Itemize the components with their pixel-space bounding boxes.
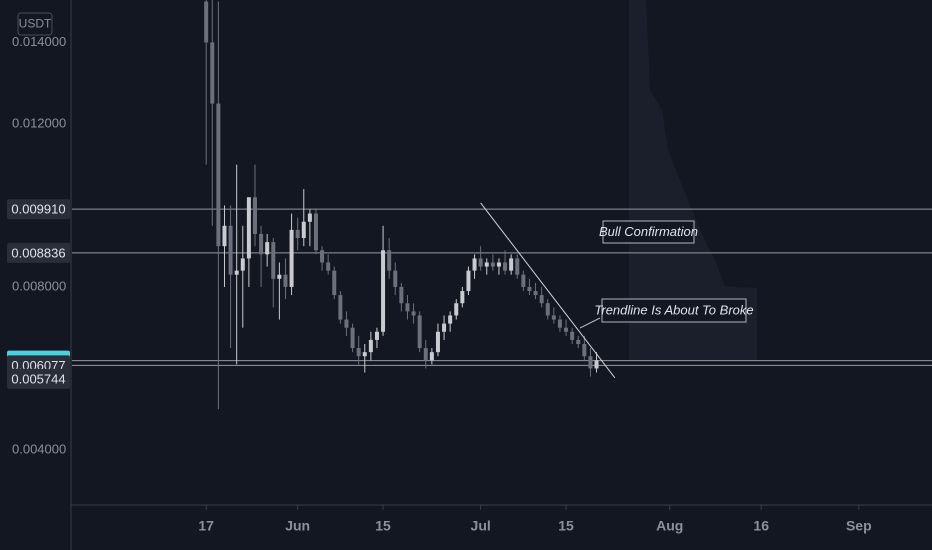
x-tick-label: Jul — [471, 518, 491, 534]
candle-body — [521, 274, 526, 287]
annotation-pointer — [579, 317, 601, 329]
candle-body — [350, 327, 355, 349]
candle-body — [289, 229, 294, 287]
candle-body — [210, 42, 215, 104]
candle-body — [344, 319, 349, 328]
candle-body — [478, 258, 483, 267]
plot-area — [204, 0, 616, 410]
candle-body — [338, 295, 343, 320]
y-tick-label: 0.004000 — [12, 441, 66, 456]
candle-body — [387, 250, 392, 271]
candle-body — [515, 258, 520, 275]
candle-body — [283, 274, 288, 287]
candle-body — [259, 233, 264, 255]
candle-body — [362, 352, 367, 357]
candle-body — [240, 258, 245, 271]
candle-body — [533, 291, 538, 296]
annotation-box — [601, 298, 747, 323]
candle-body — [570, 331, 575, 340]
candle-body — [411, 311, 416, 316]
candle-body — [545, 303, 550, 316]
currency-label: USDT — [19, 17, 52, 31]
x-tick-label: Aug — [656, 518, 683, 534]
candle-body — [539, 295, 544, 304]
candle-body — [393, 270, 398, 287]
trendline — [480, 202, 616, 379]
candle-body — [496, 262, 501, 267]
candle-body — [594, 360, 599, 369]
candle-body — [252, 197, 257, 234]
candle-body — [277, 274, 282, 279]
candle-body — [429, 352, 434, 361]
candle-body — [320, 250, 325, 263]
candle-body — [405, 303, 410, 312]
candle-body — [307, 213, 312, 222]
y-tick-label: 0.012000 — [12, 115, 66, 130]
candle-body — [228, 225, 233, 275]
label-layer: 0.014000 0.012000 0.008000 0.004000 17 Jun 15 J… — [7, 34, 872, 534]
candle-body — [484, 262, 489, 267]
candle-body — [326, 262, 331, 271]
candle-body — [582, 344, 587, 357]
x-tick-label: Sep — [846, 518, 872, 534]
candle-body — [368, 339, 373, 353]
candle-body — [417, 315, 422, 349]
candle-body — [271, 242, 276, 279]
candle-body — [460, 291, 465, 304]
candle-body — [509, 258, 514, 271]
candle-body — [295, 229, 300, 239]
candle-body — [448, 315, 453, 324]
candle-body — [551, 315, 556, 320]
candle-body — [576, 339, 581, 345]
candle-body — [588, 356, 593, 369]
x-tick-label: 17 — [198, 518, 214, 534]
annotation: Trendline Is About To Broke — [594, 302, 753, 317]
candle-body — [332, 270, 337, 296]
candle-body — [313, 213, 318, 251]
candle-body — [527, 286, 532, 292]
candle-body — [216, 103, 221, 247]
candle-body — [472, 258, 477, 271]
candle-body — [246, 197, 251, 259]
candle-body — [503, 262, 508, 271]
price-box — [7, 368, 70, 389]
candle-body — [564, 327, 569, 332]
candle-body — [374, 331, 379, 340]
candle-body — [435, 331, 440, 353]
candle-body — [265, 242, 270, 255]
candle-body — [399, 286, 404, 304]
annotation: Bull Confirmation — [599, 224, 698, 239]
x-tick-label: 16 — [753, 518, 769, 534]
candle-body — [454, 303, 459, 316]
price-line-label: 0.008836 — [11, 245, 65, 260]
price-label: 0.005744 — [11, 371, 65, 386]
volume-profile-shade — [629, 0, 757, 360]
annotation-box — [602, 220, 695, 244]
y-tick-label: 0.008000 — [12, 278, 66, 293]
x-tick-label: 15 — [375, 518, 391, 534]
candle-body — [356, 348, 361, 357]
candle-body — [204, 1, 209, 43]
x-tick-label: Jun — [285, 518, 310, 534]
candle-body — [442, 323, 447, 332]
candle-body — [557, 319, 562, 328]
price-line-box — [7, 242, 70, 263]
currency-box — [17, 12, 53, 36]
candle-body — [301, 221, 306, 239]
candle-body — [423, 348, 428, 361]
candle-body — [234, 270, 239, 275]
candle-body — [466, 270, 471, 292]
price-line-label: 0.009910 — [11, 202, 65, 217]
candle-body — [381, 250, 386, 332]
x-tick-label: 15 — [558, 518, 574, 534]
y-tick-label: 0.014000 — [12, 34, 66, 49]
grid-layer — [72, 208, 932, 366]
price-line-box — [7, 199, 70, 220]
candle-body — [222, 225, 227, 247]
candle-body — [490, 262, 495, 267]
